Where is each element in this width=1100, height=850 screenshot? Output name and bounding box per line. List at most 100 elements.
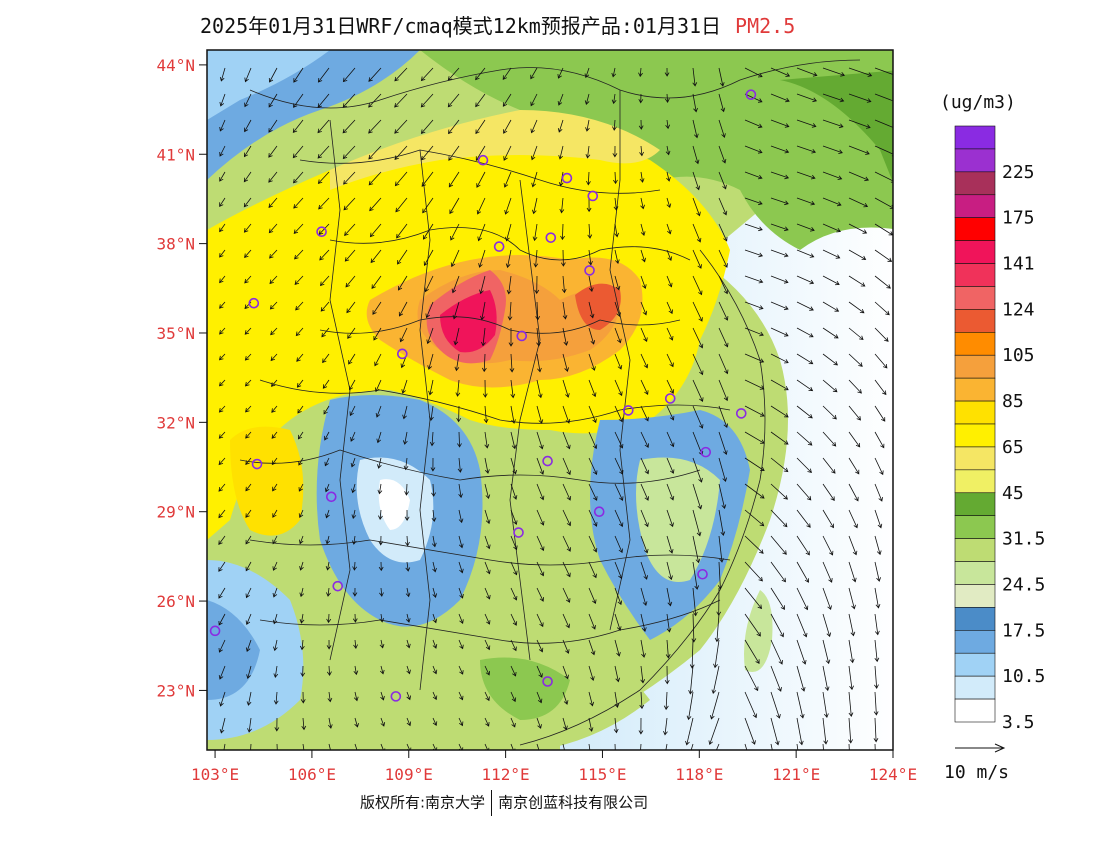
wind-arrow: [223, 743, 226, 750]
wind-arrow: [562, 327, 569, 346]
wind-arrow: [294, 249, 304, 260]
wind-arrow: [510, 405, 516, 424]
wind-arrow: [666, 353, 674, 368]
wind-arrow: [245, 587, 252, 599]
wind-arrow: [638, 119, 644, 130]
wind-arrow: [298, 509, 304, 519]
wind-arrow: [796, 509, 811, 528]
wind-arrow: [374, 353, 382, 367]
wind-arrow: [503, 119, 512, 134]
colorbar-bin: [954, 515, 996, 539]
lat-tick-label: 23°N: [156, 681, 195, 700]
wind-arrow: [770, 327, 789, 337]
wind-arrow: [588, 665, 595, 681]
colorbar-bin: [954, 446, 996, 471]
wind-arrow: [714, 613, 720, 643]
wind-arrow: [822, 509, 834, 529]
colorbar-label: 24.5: [1002, 574, 1045, 595]
wind-arrow: [373, 327, 382, 341]
wind-arrow: [874, 119, 893, 130]
colorbar-label: 65: [1002, 437, 1024, 458]
wind-arrow: [219, 197, 226, 207]
wind-arrow: [379, 639, 385, 649]
wind-arrow: [612, 119, 617, 131]
wind-arrow: [244, 145, 252, 158]
wind-arrow: [666, 587, 673, 607]
wind-arrow: [718, 431, 728, 456]
wind-arrow: [458, 691, 464, 701]
wind-arrow: [326, 613, 332, 624]
wind-arrow: [822, 535, 834, 556]
wind-arrow: [770, 561, 786, 583]
wind-arrow: [692, 301, 703, 322]
wind-arrow: [219, 171, 226, 182]
wind-arrow: [666, 275, 673, 288]
wind-arrow: [450, 249, 460, 268]
wind-arrow: [351, 483, 356, 494]
wind-arrow: [397, 249, 408, 265]
wind-arrow: [272, 483, 278, 492]
wind-arrow: [638, 93, 644, 104]
wind-arrow: [431, 509, 437, 523]
wind-arrow: [874, 93, 893, 102]
wind-arrow: [692, 535, 701, 564]
colorbar-bin: [954, 240, 996, 264]
wind-arrow: [298, 457, 304, 466]
wind-arrow: [297, 405, 304, 414]
wind-arrow: [874, 171, 893, 183]
wind-arrow: [588, 509, 598, 527]
city-marker: [545, 232, 557, 243]
wind-arrow: [268, 197, 278, 208]
lat-tick-label: 32°N: [156, 413, 195, 432]
wind-arrow: [639, 145, 644, 157]
wind-arrow: [502, 67, 512, 80]
wind-arrow: [530, 67, 538, 80]
lat-tick-label: 38°N: [156, 235, 195, 254]
wind-arrow: [873, 691, 879, 716]
wind-arrow: [326, 665, 332, 676]
wind-arrow: [421, 171, 434, 187]
wind-arrow: [375, 379, 382, 393]
wind-arrow: [317, 145, 330, 159]
wind-arrow: [351, 535, 357, 545]
wind-arrow: [692, 379, 704, 403]
wind-arrow: [347, 327, 356, 339]
wind-arrow: [317, 171, 330, 184]
wind-arrow: [848, 587, 856, 610]
wind-arrow: [432, 717, 438, 727]
wind-arrow: [770, 197, 789, 206]
wind-arrow: [588, 743, 591, 750]
wind-arrow: [354, 743, 360, 750]
wind-arrow: [458, 613, 464, 625]
wind-arrow: [272, 509, 278, 518]
wind-arrow: [484, 691, 490, 702]
wind-arrow: [368, 171, 382, 186]
wind-arrow: [713, 639, 720, 669]
wind-arrow: [666, 431, 675, 448]
wind-arrow: [301, 717, 307, 731]
wind-arrow: [503, 171, 512, 188]
colorbar-bin: [954, 675, 996, 700]
wind-arrow: [510, 717, 516, 728]
wind-arrow: [427, 353, 434, 370]
wind-arrow: [536, 587, 544, 602]
wind-arrow: [298, 483, 304, 492]
wind-arrow: [269, 301, 278, 310]
wind-arrow: [268, 93, 278, 108]
wind-arrow: [378, 535, 384, 546]
colorbar-label: 31.5: [1002, 529, 1045, 550]
colorbar-bin: [954, 194, 996, 218]
wind-arrow: [640, 223, 646, 236]
wind-arrow: [716, 743, 720, 750]
wind-arrow: [718, 483, 727, 510]
wind-arrow: [458, 717, 464, 727]
wind-arrow: [848, 405, 861, 421]
wind-arrow: [796, 405, 813, 419]
wind-arrow: [557, 67, 564, 79]
wind-arrow: [379, 587, 384, 597]
wind-arrow: [395, 197, 408, 213]
wind-arrow: [449, 197, 460, 215]
wind-arrow: [325, 561, 331, 571]
wind-arrow: [318, 197, 330, 210]
colorbar-bin: [954, 469, 996, 494]
